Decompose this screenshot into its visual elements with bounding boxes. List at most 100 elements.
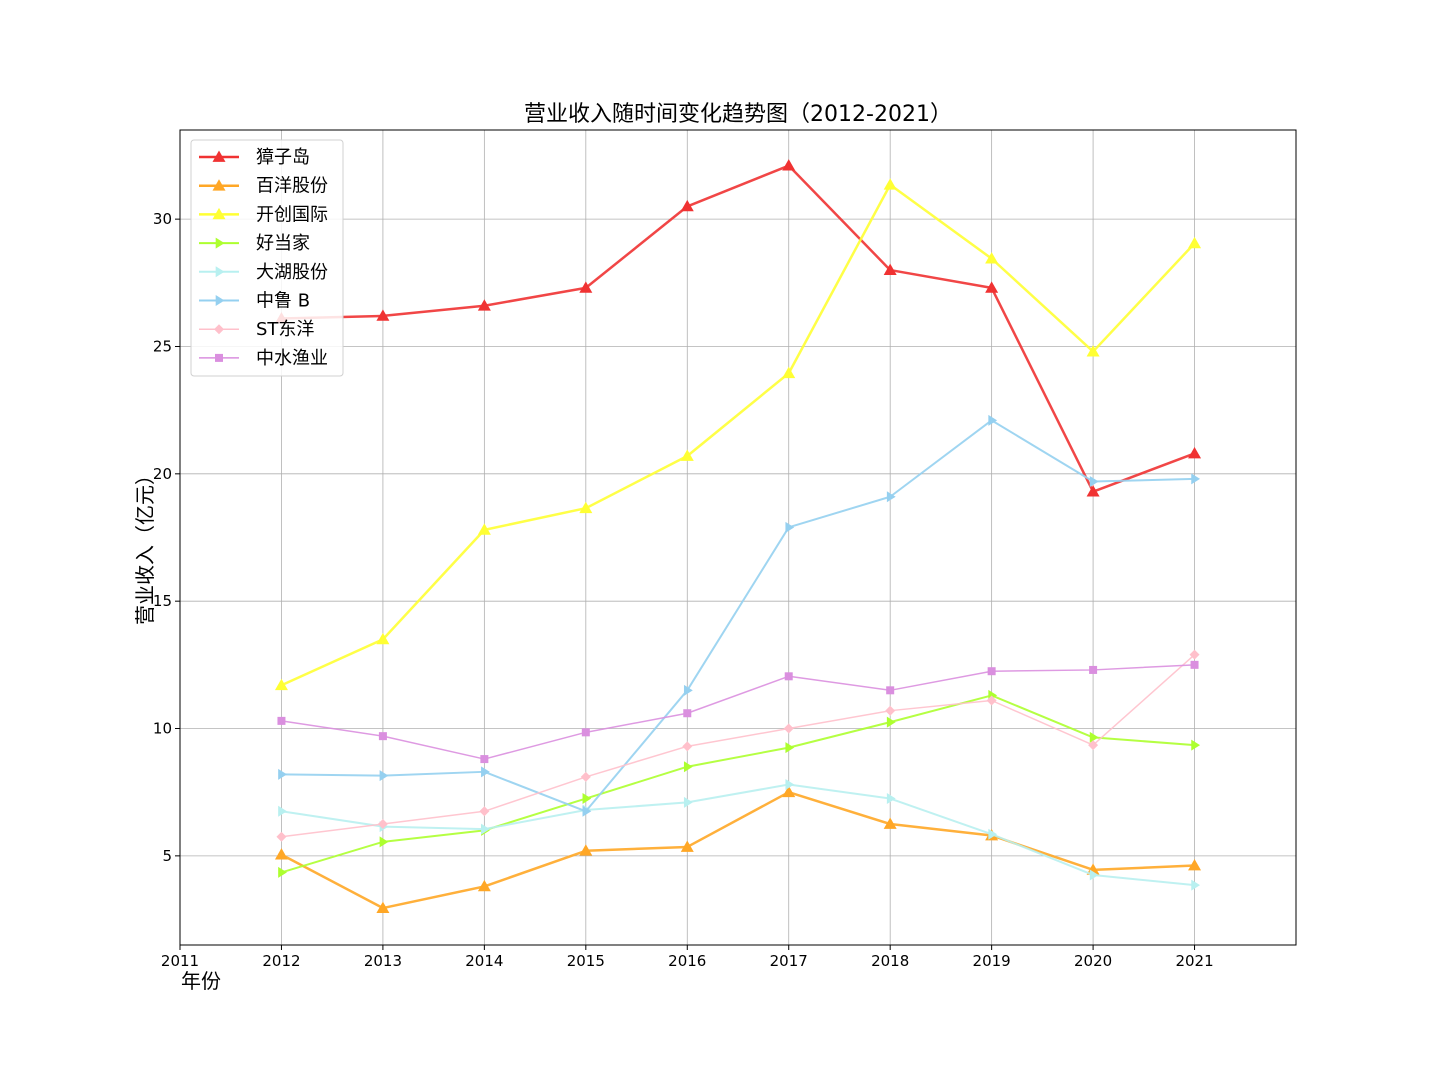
axis-ticks: 2011 2012 2013 2014 2015 2016 2017 2018 2019 2020… <box>153 210 1214 970</box>
data-point <box>883 263 897 275</box>
data-point <box>278 768 287 780</box>
data-point <box>683 796 693 808</box>
data-point <box>1086 345 1100 357</box>
data-point <box>985 281 999 293</box>
data-point <box>886 686 895 695</box>
data-point <box>782 366 796 379</box>
data-point <box>276 831 287 842</box>
data-point <box>477 523 491 535</box>
x-tick-label: 2017 <box>770 952 808 970</box>
y-tick-label: 25 <box>153 337 172 355</box>
data-point <box>582 793 592 805</box>
series-2 <box>274 785 1202 913</box>
legend-item: ST东洋 <box>199 319 314 340</box>
legend-item: 大湖股份 <box>199 262 328 283</box>
legend-marker <box>212 179 226 191</box>
data-point <box>278 805 287 817</box>
data-point <box>986 695 997 706</box>
data-point <box>579 844 593 856</box>
legend-label: ST东洋 <box>256 319 314 340</box>
data-point <box>883 178 897 190</box>
data-point <box>1191 473 1201 485</box>
series-line <box>280 183 1196 687</box>
series-line <box>281 164 1195 493</box>
y-tick-label: 30 <box>153 210 172 228</box>
data-point <box>481 766 490 778</box>
y-tick-label: 20 <box>153 465 172 483</box>
data-point <box>988 414 998 426</box>
legend-item: 中鲁 B <box>199 291 310 312</box>
series-6 <box>278 414 1201 817</box>
data-point <box>782 785 796 798</box>
chart-title: 营业收入随时间变化趋势图（2012-2021） <box>524 102 952 127</box>
data-point <box>680 840 694 852</box>
x-tick-label: 2011 <box>161 952 199 970</box>
data-point <box>274 848 288 860</box>
data-point <box>783 723 794 734</box>
legend-item: 中水渔业 <box>199 348 328 369</box>
data-point <box>682 741 693 752</box>
data-point <box>886 716 896 728</box>
series-line <box>280 790 1195 910</box>
data-point <box>480 755 489 764</box>
y-tick-label: 5 <box>162 847 172 865</box>
legend-marker <box>215 237 225 249</box>
data-point <box>477 879 491 892</box>
x-tick-label: 2015 <box>567 952 605 970</box>
data-point <box>1089 475 1099 487</box>
legend-label: 百洋股份 <box>256 176 328 197</box>
series-line <box>281 419 1195 813</box>
y-tick-label: 15 <box>153 592 172 610</box>
series-4 <box>278 689 1201 878</box>
series-7 <box>276 649 1200 842</box>
data-point <box>477 299 491 311</box>
data-point <box>481 823 490 835</box>
data-point <box>683 761 693 773</box>
y-tick-label: 10 <box>153 720 172 738</box>
x-tick-label: 2016 <box>668 952 706 970</box>
series-line <box>281 654 1196 838</box>
data-point <box>988 828 998 840</box>
data-point <box>985 252 999 264</box>
data-point <box>377 819 388 830</box>
legend-item: 好当家 <box>199 233 310 254</box>
data-point <box>378 732 387 741</box>
x-tick-label: 2021 <box>1175 952 1213 970</box>
data-point <box>886 491 896 503</box>
data-point <box>784 672 793 681</box>
data-point <box>277 716 286 725</box>
data-point <box>581 728 590 737</box>
x-tick-label: 2013 <box>364 952 402 970</box>
series-8 <box>277 660 1199 764</box>
data-point <box>1089 731 1099 743</box>
series-5 <box>278 779 1201 891</box>
legend-label: 中鲁 B <box>256 291 310 312</box>
data-point <box>886 793 896 805</box>
legend-label: 中水渔业 <box>256 348 328 369</box>
legend-marker <box>215 295 225 306</box>
data-point <box>1089 869 1099 881</box>
data-point <box>479 806 490 817</box>
data-point <box>579 501 593 514</box>
legend-label: 好当家 <box>256 233 310 254</box>
data-point <box>883 817 897 829</box>
data-point <box>683 684 693 696</box>
legend-item: 獐子岛 <box>199 147 310 168</box>
data-point <box>274 678 288 691</box>
legend-marker <box>212 207 226 220</box>
data-point <box>987 667 996 676</box>
legend-item: 开创国际 <box>199 204 328 225</box>
series-3 <box>274 178 1202 691</box>
legend-label: 开创国际 <box>256 204 328 225</box>
series-1 <box>274 159 1202 497</box>
series-line <box>281 783 1195 887</box>
series-line <box>281 664 1195 760</box>
x-axis-label: 年份 <box>181 969 221 993</box>
data-point <box>1188 446 1202 459</box>
data-point <box>782 159 796 171</box>
data-point <box>683 709 692 718</box>
data-point <box>1188 236 1202 249</box>
